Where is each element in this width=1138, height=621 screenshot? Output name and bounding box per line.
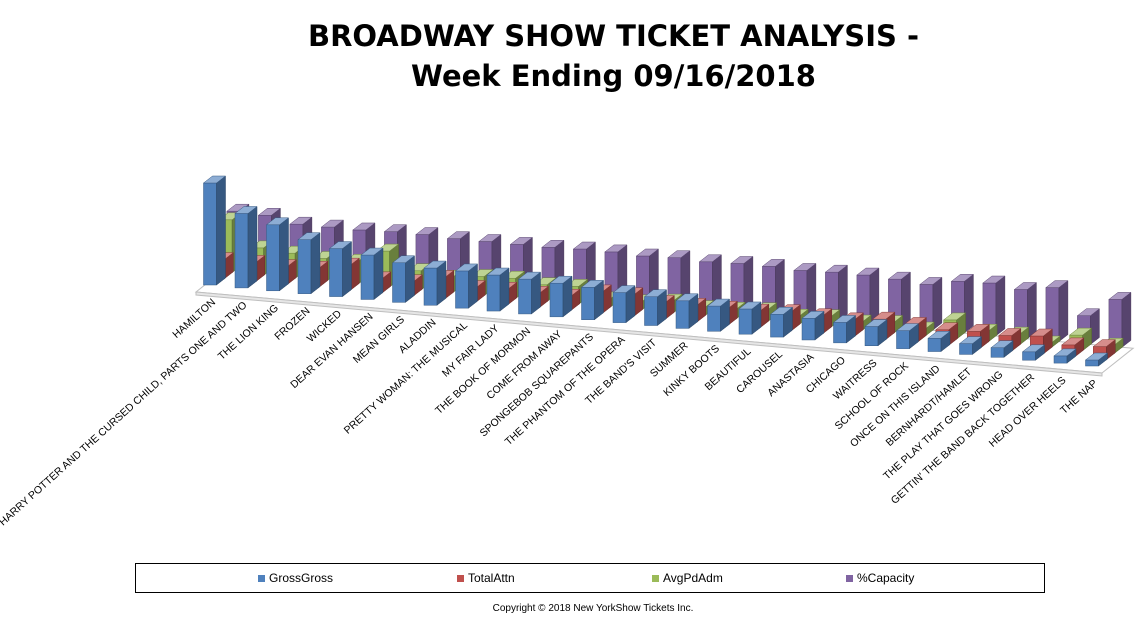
legend-swatch [258, 575, 265, 583]
legend-label: GrossGross [269, 571, 334, 585]
bar-grossgross-carousel [769, 306, 794, 338]
bar-grossgross-chicago [832, 314, 857, 344]
legend-swatch [652, 575, 659, 583]
bar-capacity-the-play-that-goes-wrong [1013, 282, 1038, 340]
bar-grossgross-the-lion-king [265, 217, 290, 292]
bar-grossgross-bernhardt-hamlet [958, 336, 983, 355]
bar-capacity-gettin-the-band-back-together [1045, 280, 1069, 343]
bar-grossgross-dear-evan-hansen [360, 247, 384, 300]
bar-grossgross-the-book-of-mormon [517, 271, 542, 315]
bar-capacity-summer [698, 254, 723, 311]
x-tick-label: HARRY POTTER AND THE CURSED CHILD, PARTS… [0, 299, 250, 528]
legend-item-avgpdadm: AvgPdAdm [652, 571, 723, 585]
bar-grossgross-pretty-woman-the-musical [454, 263, 479, 309]
bar-grossgross-my-fair-lady [486, 267, 510, 312]
chart-title-line-2: Week Ending 09/16/2018 [411, 59, 816, 93]
bar-grossgross-the-phantom-of-the-opera [612, 285, 636, 324]
bar-grossgross-the-nap [1084, 352, 1109, 367]
bar-grossgross-head-over-heels [1053, 348, 1077, 364]
bar-capacity-carousel [793, 262, 817, 319]
bar-grossgross-school-of-rock [895, 323, 920, 350]
bar-grossgross-spongebob-squarepants [580, 279, 605, 321]
x-tick-label: THE LION KING [216, 302, 281, 362]
bar-capacity-chicago [856, 267, 880, 325]
bar-capacity-bernhardt-hamlet [982, 275, 1006, 337]
bar-grossgross-wicked [328, 241, 353, 298]
bar-grossgross-the-band-s-visit [643, 289, 668, 327]
chart-legend: GrossGross TotalAttn AvgPdAdm %Capacity [135, 563, 1045, 593]
bar-grossgross-the-play-that-goes-wrong [990, 340, 1014, 358]
bar-grossgross-harry-potter-and-the-cursed-child-parts-one-and-two [234, 205, 258, 289]
chart-floor-edge [195, 291, 1103, 377]
legend-swatch [457, 575, 464, 583]
bar-capacity-the-nap [1108, 291, 1132, 348]
legend-item-grossgross: GrossGross [258, 571, 333, 585]
chart-title: BROADWAY SHOW TICKET ANALYSIS - Week End… [0, 16, 1138, 96]
x-tick-label: PRETTY WOMAN: THE MUSICAL [342, 319, 470, 436]
bar-grossgross-hamilton [202, 175, 227, 286]
bar-grossgross-come-from-away [549, 275, 573, 318]
bar-grossgross-anastasia [801, 310, 825, 341]
bar-grossgross-kinky-boots [706, 298, 731, 332]
bar-grossgross-frozen [297, 232, 321, 295]
chart-title-line-1: BROADWAY SHOW TICKET ANALYSIS - [308, 19, 919, 53]
copyright-text: Copyright © 2018 New YorkShow Tickets In… [492, 603, 694, 614]
bar-grossgross-beautiful [738, 301, 762, 335]
bar-grossgross-once-on-this-island [927, 330, 951, 353]
bar-grossgross-summer [675, 293, 699, 329]
bar-grossgross-aladdin [423, 260, 447, 306]
legend-swatch [846, 575, 853, 583]
bar-grossgross-mean-girls [391, 255, 416, 303]
bar-grossgross-waitress [864, 319, 888, 347]
legend-item-capacity: %Capacity [846, 571, 914, 585]
legend-label: TotalAttn [468, 571, 515, 585]
bar-grossgross-gettin-the-band-back-together [1021, 344, 1046, 361]
legend-label: %Capacity [857, 571, 915, 585]
legend-item-totalattn: TotalAttn [457, 571, 515, 585]
legend-label: AvgPdAdm [663, 571, 723, 585]
